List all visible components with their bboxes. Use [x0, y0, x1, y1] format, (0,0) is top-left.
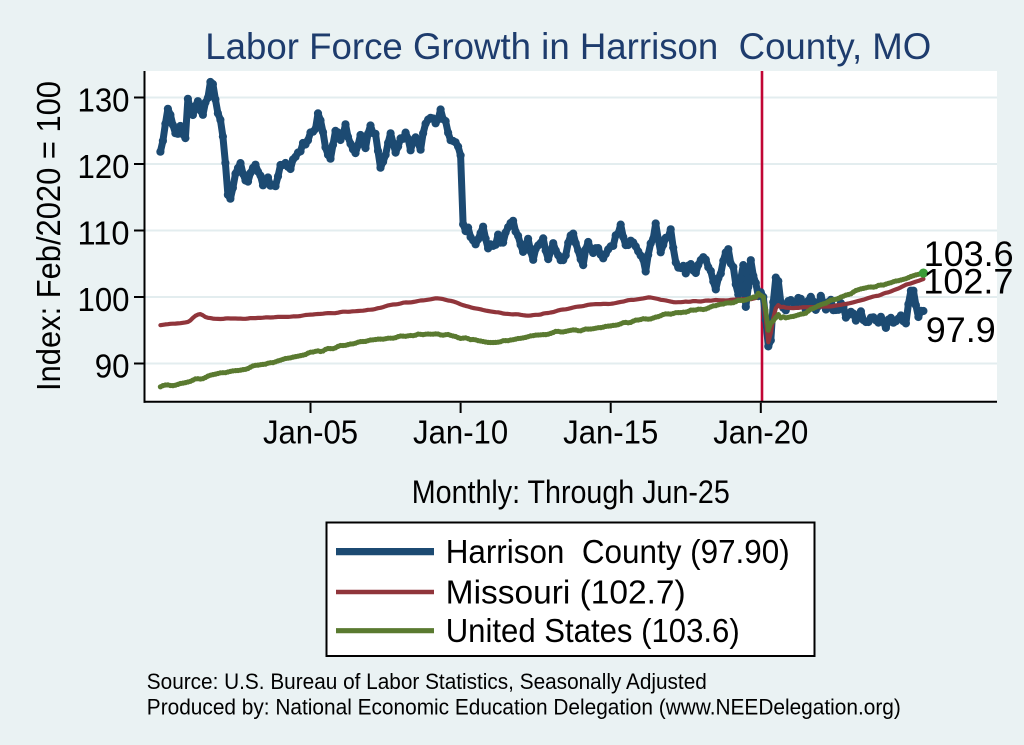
svg-text:97.9: 97.9	[926, 311, 996, 350]
svg-text:Jan-20: Jan-20	[713, 414, 808, 451]
svg-text:Jan-05: Jan-05	[263, 414, 358, 451]
svg-text:Monthly: Through Jun-25: Monthly: Through Jun-25	[412, 474, 730, 510]
svg-text:Source: U.S. Bureau of Labor S: Source: U.S. Bureau of Labor Statistics,…	[147, 669, 707, 694]
svg-text:United States (103.6): United States (103.6)	[446, 612, 740, 649]
svg-text:Produced by: National Economic: Produced by: National Economic Education…	[147, 695, 901, 720]
svg-text:110: 110	[78, 215, 130, 252]
svg-text:Jan-10: Jan-10	[413, 414, 508, 451]
svg-text:100: 100	[78, 281, 130, 318]
svg-text:Jan-15: Jan-15	[563, 414, 658, 451]
svg-text:102.7: 102.7	[923, 262, 1013, 301]
svg-text:120: 120	[78, 148, 130, 185]
svg-text:Labor Force Growth in Harrison: Labor Force Growth in Harrison County, M…	[205, 26, 931, 67]
svg-text:103.6: 103.6	[924, 235, 1014, 274]
svg-text:90: 90	[95, 348, 130, 385]
svg-text:130: 130	[78, 82, 130, 119]
svg-text:Missouri (102.7): Missouri (102.7)	[446, 574, 686, 611]
svg-text:Index: Feb/2020 = 100: Index: Feb/2020 = 100	[30, 81, 67, 391]
svg-text:Harrison County (97.90): Harrison County (97.90)	[446, 533, 790, 570]
